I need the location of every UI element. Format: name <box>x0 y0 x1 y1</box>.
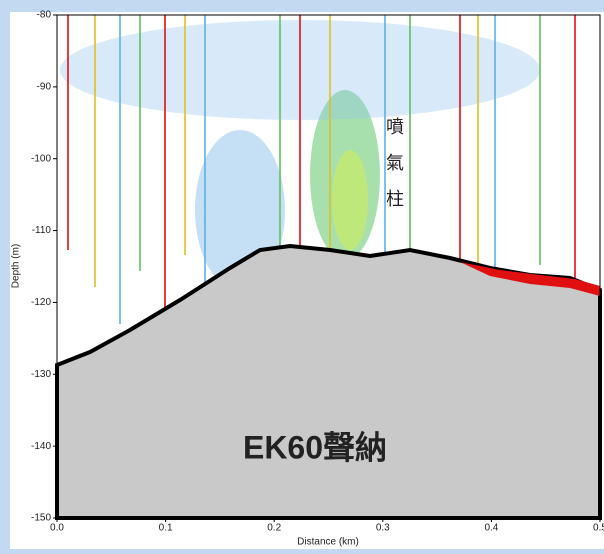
annotation: 氣 <box>386 153 404 173</box>
x-tick-label: 0.4 <box>484 523 498 534</box>
annotation: 柱 <box>386 189 404 209</box>
x-axis-label: Distance (km) <box>297 537 359 548</box>
y-tick-label: -90 <box>37 81 52 92</box>
y-tick-label: -130 <box>31 369 51 380</box>
x-tick-label: 0.2 <box>267 523 281 534</box>
y-tick-label: -80 <box>37 10 52 21</box>
x-tick-label: 0.0 <box>50 523 64 534</box>
x-tick-label: 0.3 <box>376 523 390 534</box>
x-tick-label: 0.1 <box>159 523 173 534</box>
annotation: 噴 <box>386 117 404 137</box>
x-tick-label: 0.5 <box>593 523 604 534</box>
chart: EK60聲納 Distance (km) Depth (m) 噴氣柱 -150 -1… <box>0 0 604 549</box>
y-tick-label: -150 <box>31 513 51 524</box>
echo-cloud <box>332 150 368 250</box>
annotation-char: 噴 <box>386 117 404 137</box>
y-axis-label: Depth (m) <box>11 244 22 288</box>
y-tick-label: -110 <box>32 225 52 236</box>
page: EK60聲納 Distance (km) Depth (m) 噴氣柱 -150 -1… <box>0 0 604 549</box>
annotation-char: 氣 <box>386 153 404 173</box>
annotation: EK60聲納 <box>243 429 387 465</box>
annotation-char: 柱 <box>386 189 404 209</box>
y-tick-label: -100 <box>31 153 51 164</box>
y-tick-label: -120 <box>31 297 51 308</box>
y-tick-label: -140 <box>31 441 51 452</box>
